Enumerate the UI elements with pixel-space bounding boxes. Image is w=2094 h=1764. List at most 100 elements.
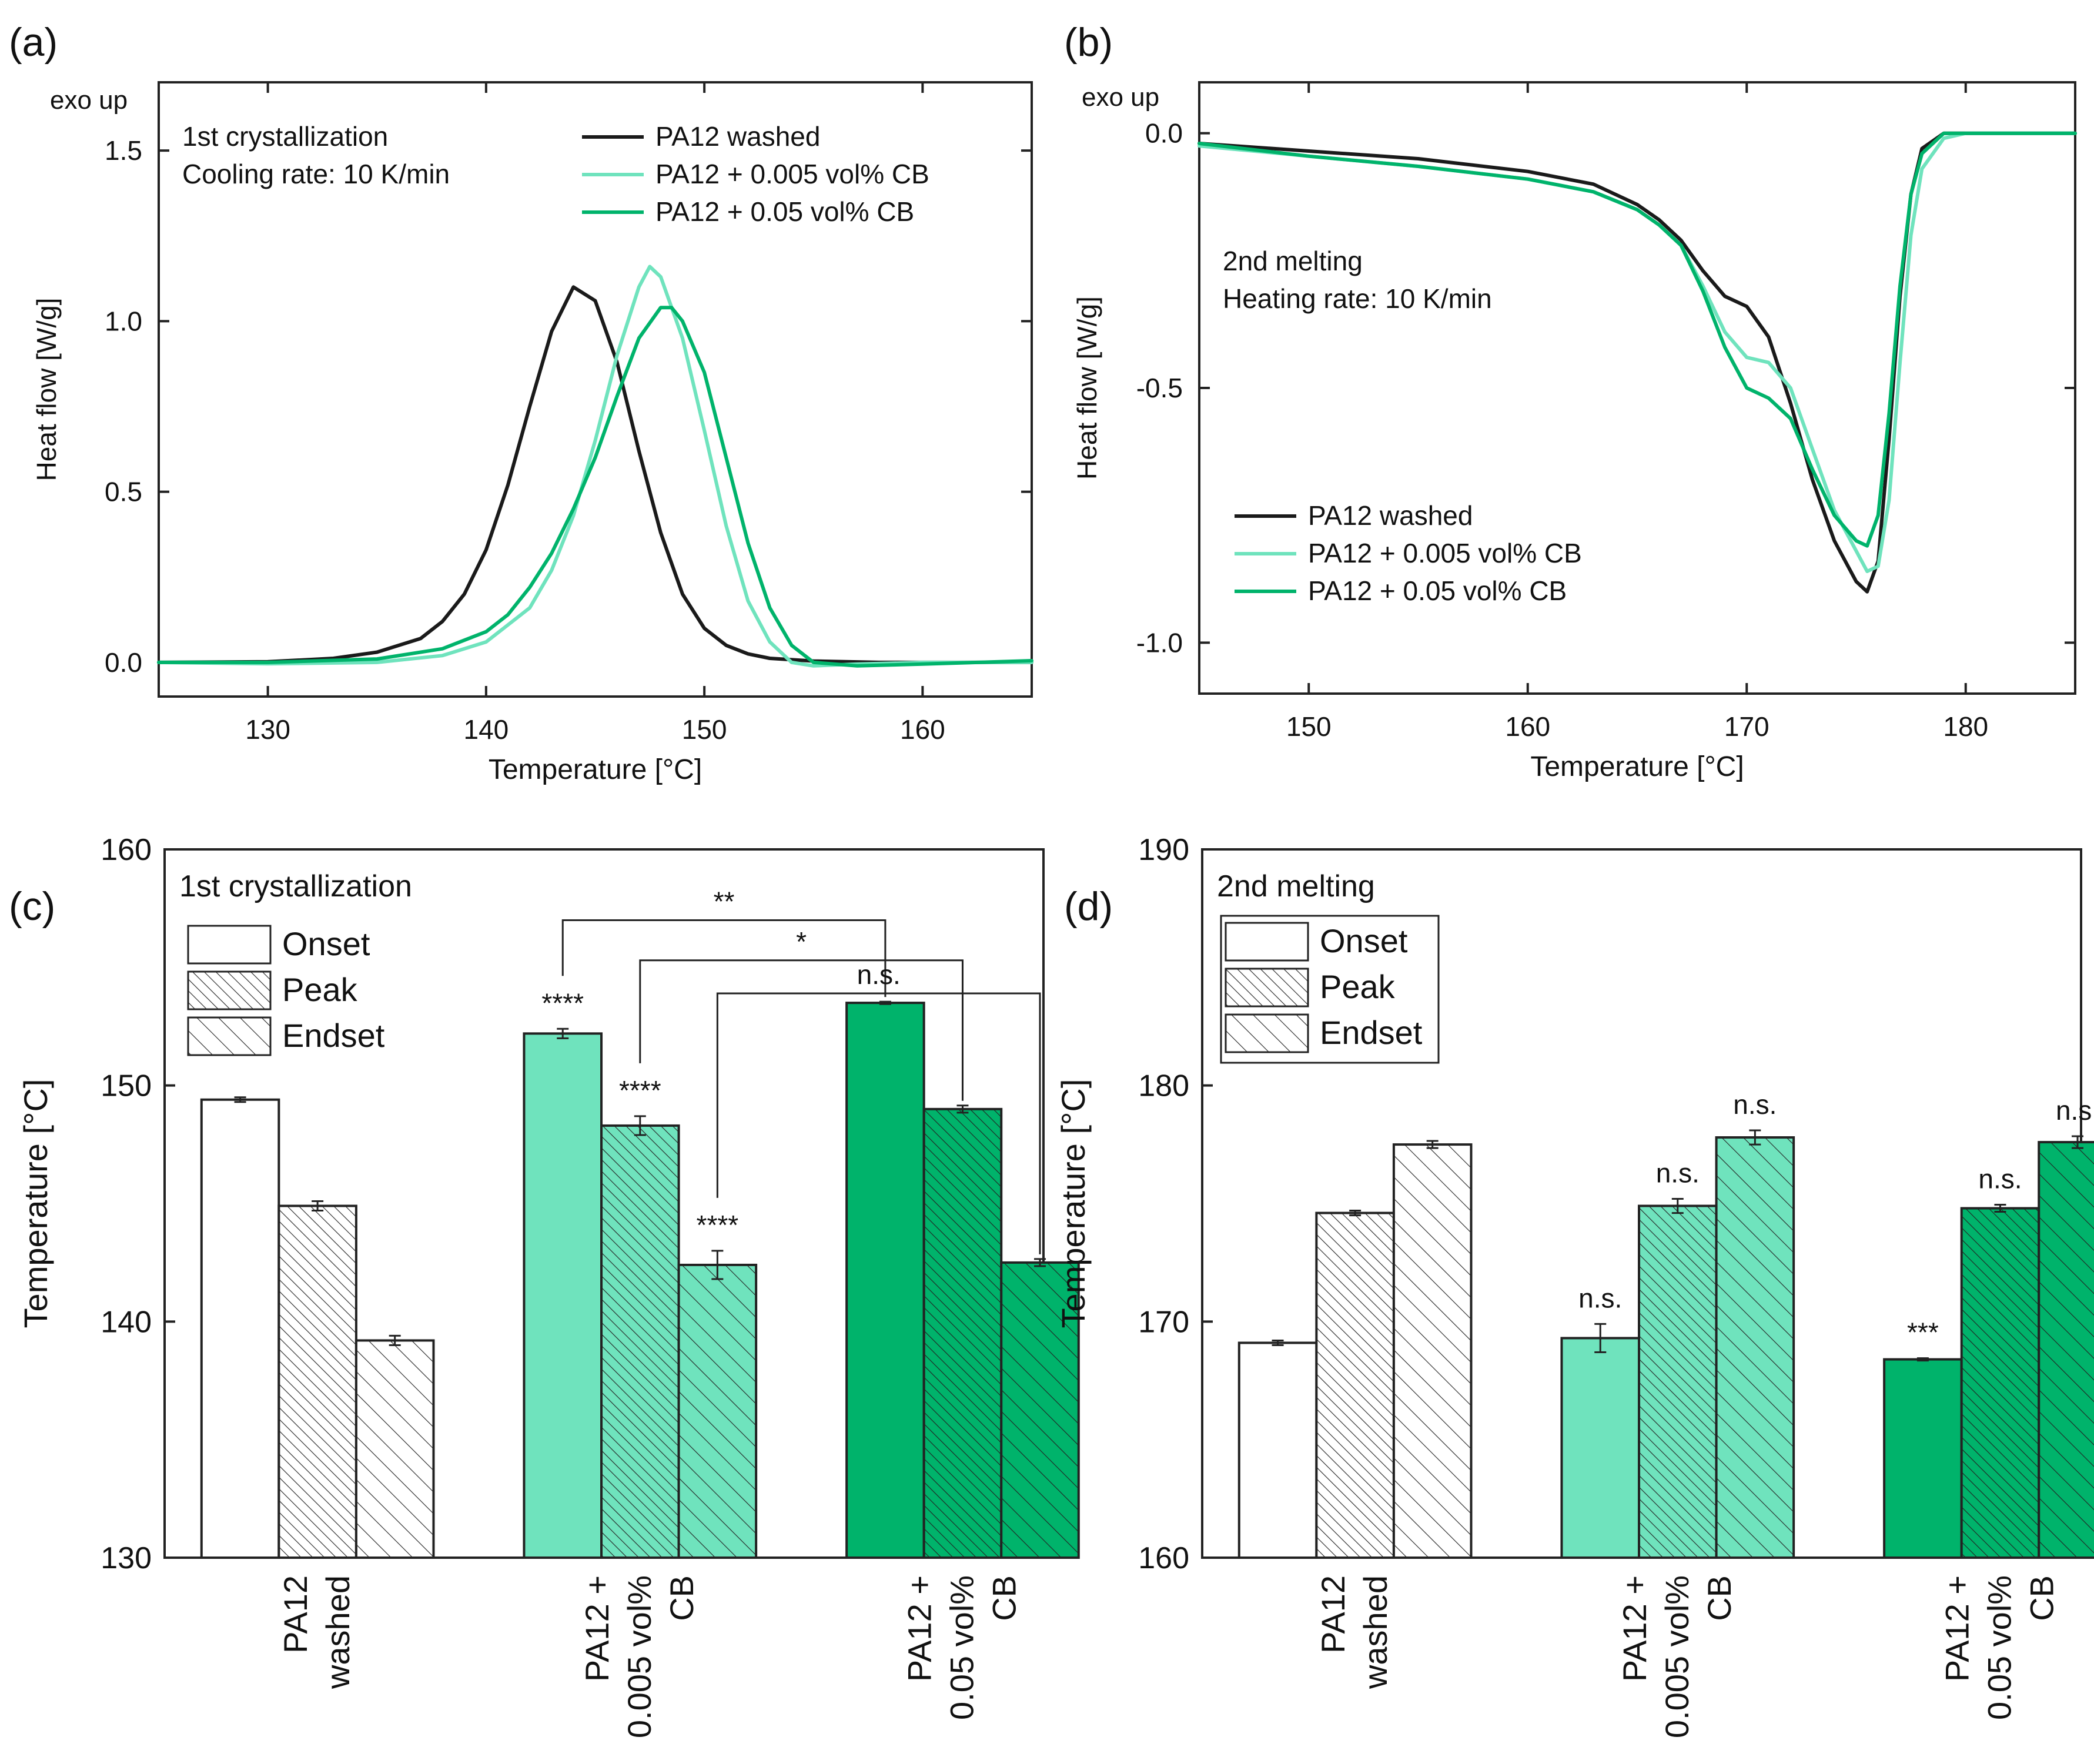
bar-hatch bbox=[924, 1109, 1002, 1558]
legend: PA12 washed PA12 + 0.005 vol% CB PA12 + 0.… bbox=[582, 121, 929, 227]
panel-a: (a) exo up 130 140 150 160 0.0 0.5 1.0 1.5 Tempera… bbox=[9, 20, 1033, 785]
annotation-line: 1st crystallization bbox=[182, 121, 388, 152]
bar bbox=[1237, 1341, 1318, 1559]
y-tick-label: 1.5 bbox=[105, 135, 142, 166]
bar bbox=[1560, 1337, 1641, 1559]
group-label-line: CB bbox=[985, 1575, 1022, 1621]
series-line-2 bbox=[157, 306, 1033, 668]
legend: Onset Peak Endset bbox=[187, 925, 385, 1056]
plot-title: 2nd melting bbox=[1217, 869, 1375, 903]
significance-mark: n.s. bbox=[1656, 1157, 1700, 1188]
group-label-line: PA12 bbox=[277, 1575, 314, 1653]
bar-hatch bbox=[356, 1340, 434, 1558]
y-tick-label: -0.5 bbox=[1136, 373, 1183, 403]
x-tick-label: 180 bbox=[1943, 711, 1988, 742]
corner-label: exo up bbox=[50, 86, 128, 115]
group-label-line: CB bbox=[2023, 1575, 2060, 1621]
group-label-line: PA12 + bbox=[578, 1575, 616, 1682]
significance-mark: **** bbox=[697, 1210, 739, 1240]
group-label-line: 0.005 vol% bbox=[1658, 1575, 1695, 1738]
x-axis-label: Temperature [°C] bbox=[489, 754, 702, 785]
y-tick-label: 150 bbox=[101, 1069, 152, 1103]
bar-hatch bbox=[1316, 1213, 1394, 1558]
bar-hatch bbox=[279, 1206, 356, 1558]
bar-group-2: *** n.s. n.s. PA12 +0.05 vol%CB bbox=[1883, 1095, 2094, 1720]
bar bbox=[200, 1098, 280, 1559]
legend-label: Endset bbox=[282, 1017, 385, 1054]
series-group bbox=[1197, 131, 2077, 594]
y-axis-label: Heat flow [W/g] bbox=[31, 298, 62, 481]
legend-label: Onset bbox=[1320, 922, 1408, 959]
panel-b: (b) exo up 150 160 170 180 0.0 -0.5 -1.0 Temperat… bbox=[1064, 20, 2077, 782]
legend-swatch-hatch bbox=[188, 972, 270, 1009]
plot-title: 1st crystallization bbox=[179, 869, 412, 903]
y-tick-label: 170 bbox=[1138, 1305, 1189, 1339]
y-tick-label: 130 bbox=[101, 1541, 152, 1575]
significance-bracket bbox=[716, 992, 1041, 1254]
y-tick-label: 160 bbox=[101, 833, 152, 867]
x-tick-label: 170 bbox=[1724, 711, 1769, 742]
significance-bracket bbox=[639, 959, 964, 1101]
significance-mark: **** bbox=[619, 1075, 661, 1106]
legend-swatch bbox=[187, 925, 272, 965]
legend-label: PA12 washed bbox=[1308, 500, 1473, 531]
significance-mark: n.s. bbox=[2056, 1095, 2094, 1126]
bar bbox=[1883, 1358, 1963, 1559]
panel-label: (c) bbox=[9, 884, 55, 929]
panel-label: (a) bbox=[9, 20, 58, 65]
legend-label: PA12 + 0.05 vol% CB bbox=[1308, 575, 1567, 606]
bracket-label: * bbox=[796, 926, 807, 957]
annotation-line: Cooling rate: 10 K/min bbox=[182, 159, 450, 189]
y-tick-label: -1.0 bbox=[1136, 627, 1183, 658]
group-label-line: PA12 + bbox=[901, 1575, 938, 1682]
bar-group-0: PA12 washed bbox=[1237, 1140, 1473, 1689]
x-tick-label: 150 bbox=[682, 714, 727, 745]
legend-swatch-hatch bbox=[1226, 969, 1308, 1006]
legend-swatch-hatch bbox=[188, 1017, 270, 1055]
legend-swatch bbox=[1225, 922, 1309, 962]
bar-group-1: n.s. n.s. n.s. PA12 +0.005 vol% CB bbox=[1560, 1089, 1795, 1738]
x-tick-label: 140 bbox=[464, 714, 509, 745]
legend-label: Onset bbox=[282, 925, 370, 962]
group-label-line: 0.05 vol% bbox=[943, 1575, 980, 1720]
group-label-line: washed bbox=[319, 1575, 356, 1689]
group-label-line: washed bbox=[1357, 1575, 1394, 1689]
significance-mark: n.s. bbox=[1578, 1283, 1622, 1313]
legend-label: PA12 + 0.005 vol% CB bbox=[1308, 538, 1582, 568]
bar-hatch bbox=[1639, 1206, 1717, 1558]
x-tick-label: 160 bbox=[1505, 711, 1550, 742]
group-label-line: 0.005 vol% bbox=[621, 1575, 658, 1738]
series-line-1 bbox=[157, 265, 1033, 668]
bar-hatch bbox=[2039, 1142, 2094, 1558]
y-axis-label: Heat flow [W/g] bbox=[1072, 296, 1102, 480]
group-label-line: PA12 + bbox=[1616, 1575, 1653, 1682]
panel-label: (d) bbox=[1064, 884, 1113, 929]
corner-label: exo up bbox=[1082, 83, 1159, 112]
series-group bbox=[157, 265, 1033, 668]
y-tick-label: 0.0 bbox=[1145, 118, 1183, 149]
x-axis-label: Temperature [°C] bbox=[1530, 751, 1744, 782]
y-tick-label: 160 bbox=[1138, 1541, 1189, 1575]
bar-group-2: PA12 +0.05 vol% CB bbox=[845, 1000, 1080, 1720]
plot-frame bbox=[158, 81, 1033, 698]
legend-label: PA12 + 0.05 vol% CB bbox=[655, 196, 914, 227]
significance-mark: n.s. bbox=[1978, 1164, 2022, 1194]
panel-label: (b) bbox=[1064, 20, 1113, 65]
y-axis-label: Temperature [°C] bbox=[17, 1079, 54, 1328]
group-label-line: PA12 bbox=[1314, 1575, 1352, 1653]
x-tick-label: 150 bbox=[1286, 711, 1332, 742]
bar-group-1: **** **** **** PA12 +0.005 vol% CB bbox=[523, 988, 758, 1738]
significance-mark: **** bbox=[541, 988, 584, 1018]
y-tick-label: 0.0 bbox=[105, 647, 142, 678]
legend-label: Peak bbox=[1320, 968, 1396, 1005]
legend-label: PA12 + 0.005 vol% CB bbox=[655, 159, 929, 189]
legend-label: Peak bbox=[282, 971, 358, 1008]
legend: PA12 washed PA12 + 0.005 vol% CB PA12 + 0.… bbox=[1235, 500, 1582, 606]
bracket-label: n.s. bbox=[857, 959, 901, 990]
bar-hatch bbox=[1001, 1262, 1079, 1558]
y-tick-label: 180 bbox=[1138, 1069, 1189, 1103]
bar bbox=[845, 1002, 925, 1559]
panel-d: (d) 2nd melting 160 170 180 190 Temperature [°… bbox=[1055, 833, 2094, 1738]
group-label-line: CB bbox=[663, 1575, 700, 1621]
